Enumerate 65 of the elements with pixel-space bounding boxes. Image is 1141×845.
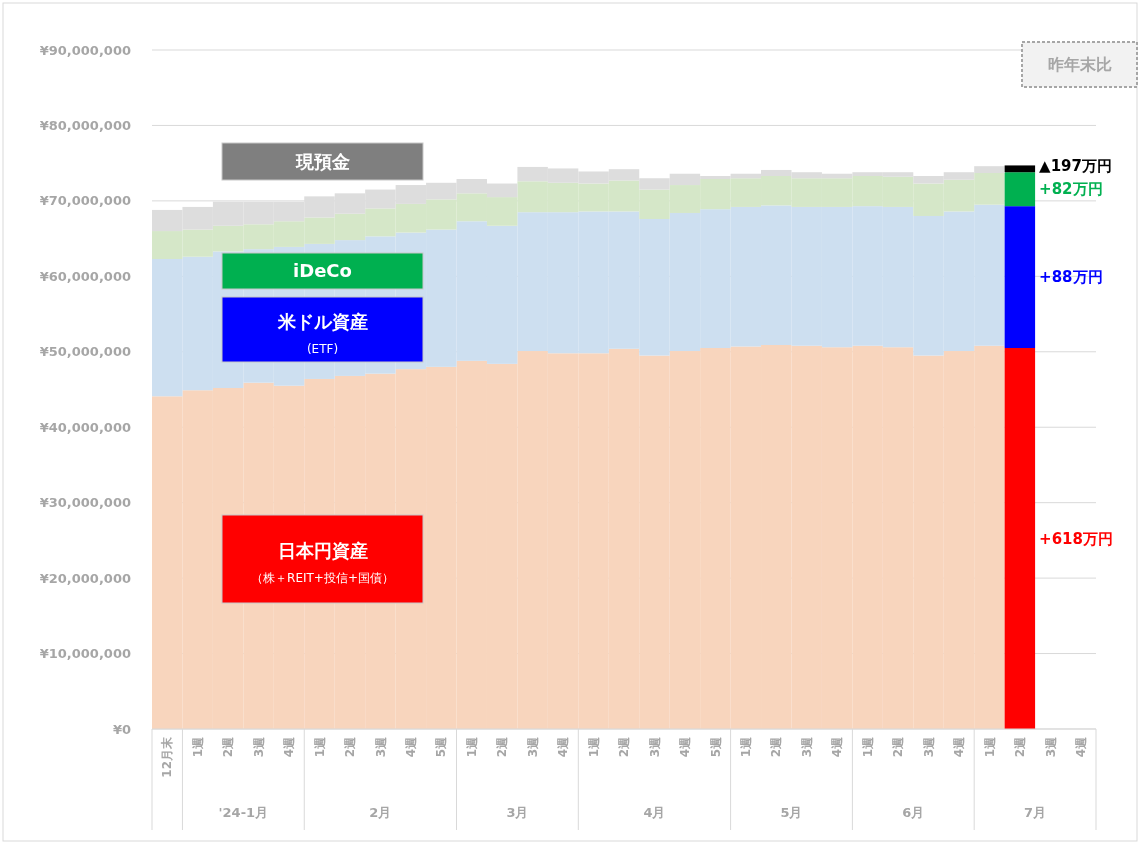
y-tick-label: ¥40,000,000 <box>39 419 131 435</box>
x-tick-label: 3週 <box>373 736 388 758</box>
text: 2月 <box>369 805 392 820</box>
x-tick-label: 12月末 <box>160 736 175 778</box>
x-tick-label: 1週 <box>586 736 601 758</box>
x-tick-label: 3週 <box>1043 736 1058 758</box>
series-label: iDeCo <box>293 260 352 282</box>
annotation: +618万円 <box>1039 529 1113 548</box>
annotation: +88万円 <box>1039 268 1103 287</box>
series-label: 米ドル資産(ETF) <box>276 310 368 356</box>
bar <box>1004 348 1036 729</box>
x-tick-label: 3週 <box>799 736 814 758</box>
x-tick-label: 2週 <box>343 736 358 758</box>
annotation: ▲197万円 <box>1039 156 1112 175</box>
x-tick-label: 2週 <box>1013 736 1028 758</box>
x-tick-label: 4週 <box>282 736 297 758</box>
x-tick-label: 3週 <box>525 736 540 758</box>
x-tick-label: 4週 <box>830 736 845 758</box>
y-tick-label: ¥50,000,000 <box>39 344 131 360</box>
x-tick-label: 2週 <box>495 736 510 758</box>
x-tick-label: 1週 <box>739 736 754 758</box>
y-tick-label: ¥70,000,000 <box>39 193 131 209</box>
x-tick-label: 3週 <box>647 736 662 758</box>
y-tick-label: ¥0 <box>112 721 131 737</box>
text: 6月 <box>902 805 925 820</box>
text: 5月 <box>780 805 803 820</box>
x-tick-label: 2週 <box>221 736 236 758</box>
x-tick-label: 1週 <box>860 736 875 758</box>
y-tick-label: ¥20,000,000 <box>39 570 131 586</box>
x-tick-label: 3週 <box>921 736 936 758</box>
y-tick-label: ¥90,000,000 <box>39 42 131 58</box>
label-box: 日本円資産（株＋REIT+投信+国債） <box>221 514 424 604</box>
text: '24-1月 <box>218 805 269 820</box>
x-tick-label: 1週 <box>312 736 327 758</box>
x-tick-label: 5週 <box>434 736 449 758</box>
annotation: +82万円 <box>1039 180 1103 199</box>
bar <box>1004 165 1036 173</box>
x-tick-label: 3週 <box>251 736 266 758</box>
x-tick-label: 4週 <box>404 736 419 758</box>
x-tick-label: 2週 <box>891 736 906 758</box>
x-tick-label: 1週 <box>982 736 997 758</box>
x-tick-label: 4週 <box>556 736 571 758</box>
x-tick-label: 2週 <box>769 736 784 758</box>
x-tick-label: 1週 <box>190 736 205 758</box>
y-tick-label: ¥80,000,000 <box>39 117 131 133</box>
annotation: 昨年末比 <box>1047 55 1112 75</box>
x-tick-label: 4週 <box>1073 736 1088 758</box>
x-tick-label: 2週 <box>617 736 632 758</box>
text: 7月 <box>1024 805 1047 820</box>
x-tick-label: 5週 <box>708 736 723 758</box>
y-tick-label: ¥60,000,000 <box>39 268 131 284</box>
bar <box>1004 172 1036 207</box>
x-tick-label: 4週 <box>952 736 967 758</box>
x-tick-label: 4週 <box>678 736 693 758</box>
x-tick-label: 1週 <box>464 736 479 758</box>
y-tick-label: ¥30,000,000 <box>39 495 131 511</box>
series-label: 日本円資産（株＋REIT+投信+国債） <box>251 540 394 586</box>
label-box: 現預金 <box>221 142 424 181</box>
bar <box>1004 206 1036 349</box>
label-box: iDeCo <box>221 252 424 290</box>
y-tick-label: ¥10,000,000 <box>39 646 131 662</box>
label-box: 米ドル資産(ETF) <box>221 296 424 363</box>
text: 3月 <box>506 805 529 820</box>
series-label: 現預金 <box>294 150 350 172</box>
text: 4月 <box>643 805 666 820</box>
